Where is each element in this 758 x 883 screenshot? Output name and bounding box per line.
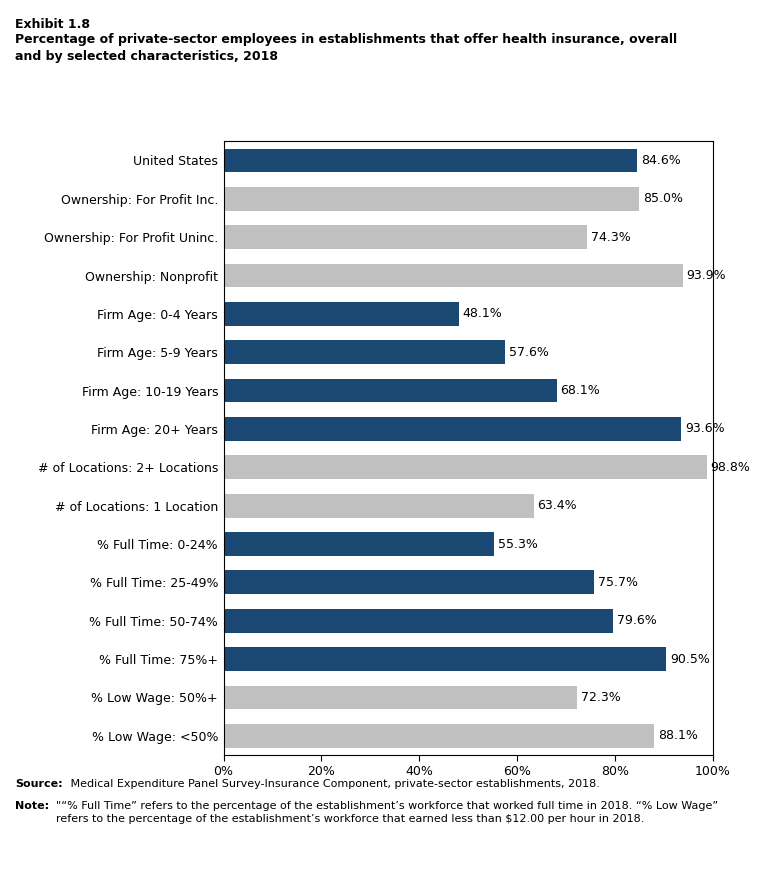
Text: 85.0%: 85.0%: [643, 192, 683, 206]
Bar: [224, 302, 459, 326]
Bar: [224, 647, 666, 671]
Bar: [224, 187, 639, 211]
Text: 93.9%: 93.9%: [687, 269, 726, 282]
Bar: [224, 494, 534, 517]
Bar: [224, 685, 577, 709]
Bar: [224, 456, 706, 479]
Bar: [224, 379, 556, 403]
Text: 68.1%: 68.1%: [560, 384, 600, 397]
Text: 93.6%: 93.6%: [685, 422, 725, 435]
Text: 75.7%: 75.7%: [597, 576, 637, 589]
Text: Medical Expenditure Panel Survey-Insurance Component, private-sector establishme: Medical Expenditure Panel Survey-Insuran…: [67, 779, 600, 789]
Bar: [224, 532, 494, 556]
Bar: [224, 148, 637, 172]
Bar: [224, 225, 587, 249]
Bar: [224, 724, 654, 748]
Text: 79.6%: 79.6%: [617, 615, 656, 627]
Text: Percentage of private-sector employees in establishments that offer health insur: Percentage of private-sector employees i…: [15, 33, 678, 63]
Text: "“% Full Time” refers to the percentage of the establishment’s workforce that wo: "“% Full Time” refers to the percentage …: [56, 801, 719, 824]
Text: 84.6%: 84.6%: [641, 154, 681, 167]
Bar: [224, 609, 612, 632]
Text: 57.6%: 57.6%: [509, 346, 549, 358]
Bar: [224, 264, 683, 287]
Text: 63.4%: 63.4%: [537, 499, 577, 512]
Text: 48.1%: 48.1%: [462, 307, 503, 321]
Text: Exhibit 1.8: Exhibit 1.8: [15, 18, 90, 31]
Bar: [224, 340, 506, 364]
Text: 74.3%: 74.3%: [590, 230, 631, 244]
Text: 55.3%: 55.3%: [498, 538, 537, 550]
Text: 90.5%: 90.5%: [670, 653, 709, 666]
Bar: [224, 570, 594, 594]
Bar: [224, 417, 681, 441]
Text: Source:: Source:: [15, 779, 63, 789]
Text: 72.3%: 72.3%: [581, 691, 621, 704]
Text: Note:: Note:: [15, 801, 49, 811]
Text: 98.8%: 98.8%: [710, 461, 750, 474]
Text: 88.1%: 88.1%: [658, 729, 698, 743]
